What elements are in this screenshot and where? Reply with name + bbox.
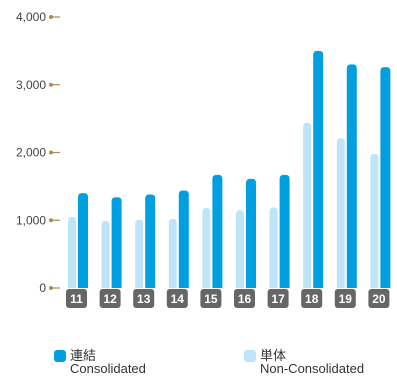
legend-label-non-consolidated-en: Non-Consolidated (260, 361, 365, 376)
category-label: 11 (70, 292, 83, 306)
bar-non-consolidated (269, 207, 278, 288)
bar-consolidated (78, 193, 88, 288)
bar-non-consolidated (236, 210, 244, 288)
bar-consolidated (380, 67, 391, 288)
category-badge (133, 289, 155, 308)
category-badge (66, 289, 87, 308)
bar-consolidated (178, 190, 189, 288)
y-tick-label: 3,000 (16, 78, 46, 92)
bar-non-consolidated (303, 122, 312, 288)
bar-non-consolidated (370, 153, 379, 288)
bar-non-consolidated (202, 208, 211, 288)
y-tick-label: 2,000 (16, 146, 46, 160)
x-axis-badges: 11 12 13 14 15 16 17 18 19 20 (66, 289, 390, 308)
category-label: 18 (305, 292, 319, 306)
legend-swatch-consolidated (54, 350, 66, 362)
category-badge (166, 289, 188, 308)
category-label: 14 (171, 292, 185, 306)
legend-swatch-non-consolidated (244, 350, 256, 362)
category-badge (368, 289, 390, 308)
bar-non-consolidated (101, 220, 110, 288)
category-label: 12 (103, 292, 117, 306)
category-label: 15 (204, 292, 218, 306)
y-tick-label: 4,000 (16, 10, 46, 24)
bar-consolidated (279, 174, 290, 288)
bar-non-consolidated (336, 138, 345, 288)
bar-non-consolidated (68, 216, 76, 288)
y-axis: 4,000 3,000 2,000 1,000 0 (16, 10, 60, 295)
legend-label-non-consolidated-jp: 単体 (260, 348, 287, 363)
bar-consolidated (346, 64, 357, 288)
bars (68, 50, 391, 288)
y-tick-label: 0 (39, 281, 46, 295)
category-badge (99, 289, 121, 308)
category-label: 16 (238, 292, 252, 306)
bar-consolidated (111, 197, 122, 288)
category-label: 19 (339, 292, 353, 306)
bar-non-consolidated (168, 218, 177, 288)
category-label: 20 (372, 292, 386, 306)
bar-non-consolidated (135, 219, 144, 288)
category-label: 17 (271, 292, 285, 306)
category-badge (234, 289, 255, 308)
y-tick-label: 1,000 (16, 213, 46, 227)
category-badge (334, 289, 356, 308)
legend-label-consolidated-en: Consolidated (70, 361, 146, 376)
category-badge (200, 289, 222, 308)
legend-label-consolidated-jp: 連結 (70, 348, 97, 363)
bar-consolidated (145, 194, 156, 288)
category-badge (301, 289, 323, 308)
category-badge (267, 289, 289, 308)
bar-consolidated (246, 178, 256, 288)
bar-consolidated (212, 174, 223, 288)
bar-consolidated (313, 50, 324, 288)
category-label: 13 (137, 292, 151, 306)
